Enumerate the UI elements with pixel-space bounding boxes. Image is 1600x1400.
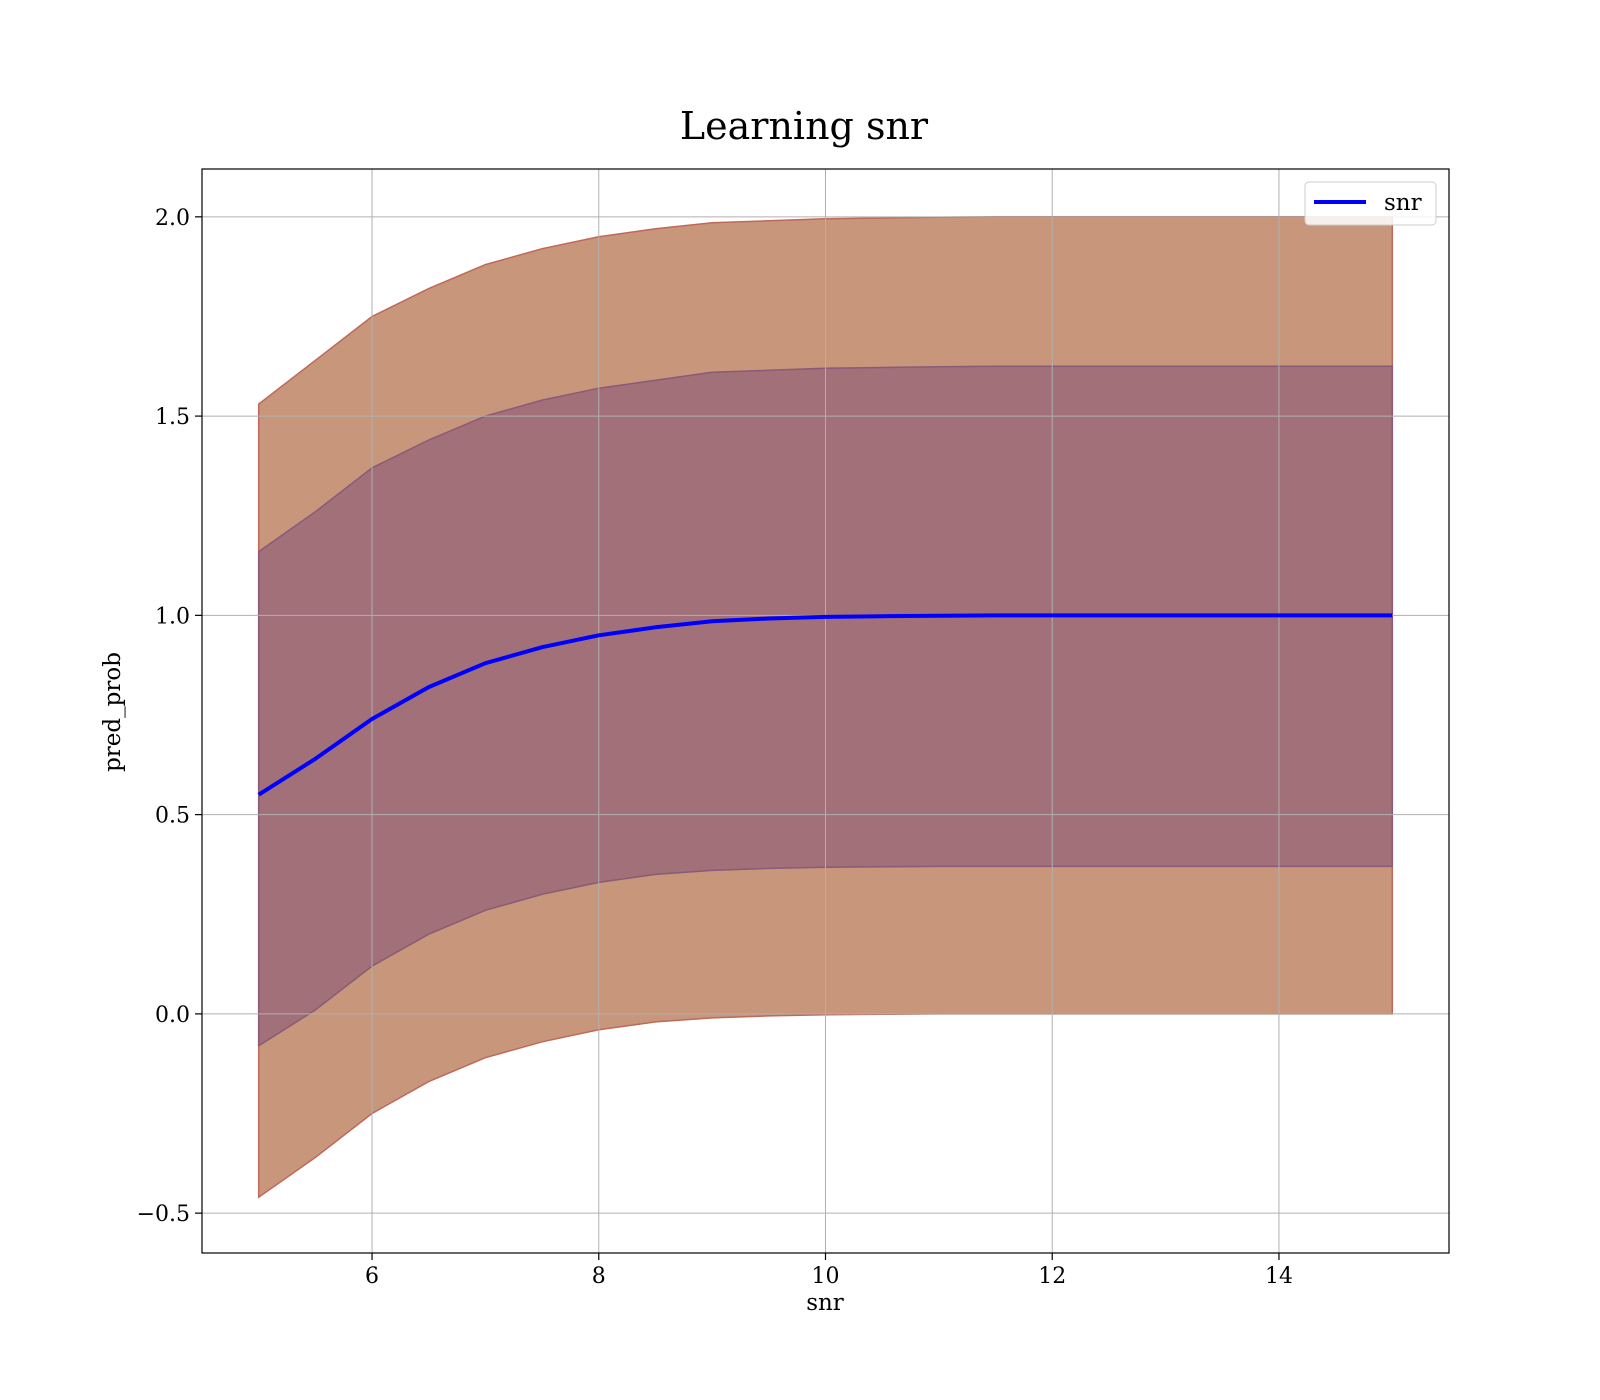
y-axis-ticks: −0.5 0.0 0.5 1.0 1.5 2.0 xyxy=(137,206,202,1227)
y-tick-label: 2.0 xyxy=(155,206,190,231)
x-tick-label: 14 xyxy=(1265,1264,1293,1289)
y-tick-label: 0.0 xyxy=(155,1003,190,1028)
x-tick-label: 12 xyxy=(1038,1264,1066,1289)
x-tick-label: 6 xyxy=(365,1264,379,1289)
chart-title: Learning snr xyxy=(680,104,929,148)
x-axis-ticks: 6 8 10 12 14 xyxy=(365,1253,1293,1289)
y-tick-label: −0.5 xyxy=(137,1202,190,1227)
legend: snr xyxy=(1304,181,1437,226)
y-tick-label: 0.5 xyxy=(155,804,190,829)
series-lines xyxy=(257,613,1393,797)
plot-area xyxy=(201,168,1450,1254)
x-axis-label: snr xyxy=(806,1290,844,1316)
legend-box xyxy=(1304,181,1437,226)
y-tick-label: 1.5 xyxy=(155,405,190,430)
legend-label-snr: snr xyxy=(1384,190,1422,216)
series-line-snr xyxy=(257,613,1393,797)
x-tick-label: 10 xyxy=(812,1264,840,1289)
y-axis-label: pred_prob xyxy=(100,652,126,772)
y-tick-label: 1.0 xyxy=(155,604,190,629)
x-tick-label: 8 xyxy=(592,1264,606,1289)
